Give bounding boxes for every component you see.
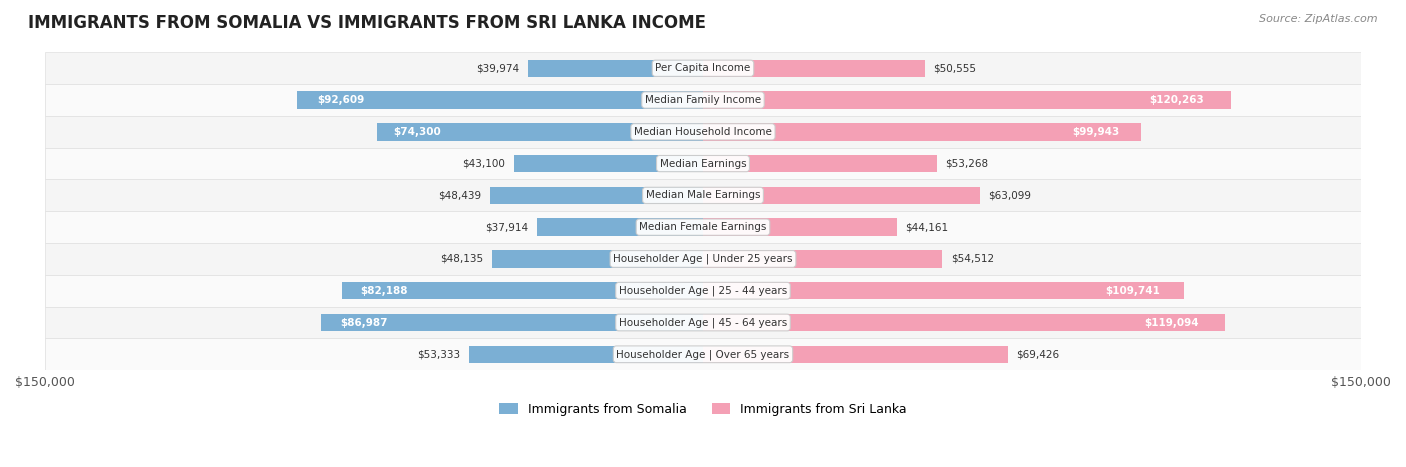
Bar bbox=[45, 307, 1361, 339]
Bar bbox=[45, 307, 1361, 339]
Bar bbox=[297, 91, 703, 109]
Bar bbox=[45, 116, 1361, 148]
Text: $53,333: $53,333 bbox=[418, 349, 460, 359]
Text: Householder Age | 45 - 64 years: Householder Age | 45 - 64 years bbox=[619, 317, 787, 328]
Bar bbox=[45, 84, 1361, 116]
Text: $119,094: $119,094 bbox=[1144, 318, 1199, 327]
Bar bbox=[491, 187, 703, 204]
Bar bbox=[703, 91, 1230, 109]
Bar bbox=[343, 282, 703, 299]
Bar bbox=[377, 123, 703, 141]
Bar bbox=[45, 148, 1361, 179]
Text: $50,555: $50,555 bbox=[934, 63, 977, 73]
Bar bbox=[515, 155, 703, 172]
Bar bbox=[45, 339, 1361, 370]
Text: $54,512: $54,512 bbox=[950, 254, 994, 264]
Bar bbox=[703, 155, 936, 172]
Bar bbox=[537, 219, 703, 236]
Text: $37,914: $37,914 bbox=[485, 222, 527, 232]
Bar bbox=[703, 346, 1008, 363]
Text: IMMIGRANTS FROM SOMALIA VS IMMIGRANTS FROM SRI LANKA INCOME: IMMIGRANTS FROM SOMALIA VS IMMIGRANTS FR… bbox=[28, 14, 706, 32]
Bar bbox=[45, 243, 1361, 275]
Text: Source: ZipAtlas.com: Source: ZipAtlas.com bbox=[1260, 14, 1378, 24]
Bar bbox=[45, 243, 1361, 275]
Bar bbox=[45, 84, 1361, 116]
Bar bbox=[703, 187, 980, 204]
Text: $63,099: $63,099 bbox=[988, 191, 1032, 200]
Text: Median Family Income: Median Family Income bbox=[645, 95, 761, 105]
Text: Householder Age | Over 65 years: Householder Age | Over 65 years bbox=[616, 349, 790, 360]
Text: Median Household Income: Median Household Income bbox=[634, 127, 772, 137]
Bar bbox=[703, 314, 1226, 331]
Bar bbox=[45, 211, 1361, 243]
Bar bbox=[470, 346, 703, 363]
Text: $92,609: $92,609 bbox=[316, 95, 364, 105]
Text: $82,188: $82,188 bbox=[360, 286, 408, 296]
Bar bbox=[703, 282, 1184, 299]
Text: $43,100: $43,100 bbox=[463, 159, 505, 169]
Bar bbox=[492, 250, 703, 268]
Text: Householder Age | Under 25 years: Householder Age | Under 25 years bbox=[613, 254, 793, 264]
Bar bbox=[703, 219, 897, 236]
Bar bbox=[45, 148, 1361, 179]
Bar bbox=[45, 52, 1361, 84]
Bar bbox=[45, 339, 1361, 370]
Bar bbox=[45, 275, 1361, 307]
Text: $109,741: $109,741 bbox=[1105, 286, 1160, 296]
Bar bbox=[45, 116, 1361, 148]
Bar bbox=[527, 59, 703, 77]
Bar bbox=[322, 314, 703, 331]
Bar bbox=[703, 123, 1142, 141]
Bar bbox=[45, 179, 1361, 211]
Bar bbox=[703, 250, 942, 268]
Text: $39,974: $39,974 bbox=[475, 63, 519, 73]
Text: Median Male Earnings: Median Male Earnings bbox=[645, 191, 761, 200]
Text: $86,987: $86,987 bbox=[340, 318, 388, 327]
Text: Householder Age | 25 - 44 years: Householder Age | 25 - 44 years bbox=[619, 285, 787, 296]
Legend: Immigrants from Somalia, Immigrants from Sri Lanka: Immigrants from Somalia, Immigrants from… bbox=[494, 398, 912, 421]
Bar bbox=[45, 179, 1361, 211]
Text: $99,943: $99,943 bbox=[1073, 127, 1119, 137]
Text: $120,263: $120,263 bbox=[1150, 95, 1204, 105]
Text: Per Capita Income: Per Capita Income bbox=[655, 63, 751, 73]
Bar bbox=[45, 275, 1361, 307]
Text: Median Earnings: Median Earnings bbox=[659, 159, 747, 169]
Bar bbox=[45, 52, 1361, 84]
Text: $44,161: $44,161 bbox=[905, 222, 949, 232]
Bar bbox=[703, 59, 925, 77]
Text: Median Female Earnings: Median Female Earnings bbox=[640, 222, 766, 232]
Text: $48,135: $48,135 bbox=[440, 254, 484, 264]
Text: $69,426: $69,426 bbox=[1017, 349, 1060, 359]
Bar bbox=[45, 211, 1361, 243]
Text: $48,439: $48,439 bbox=[439, 191, 482, 200]
Text: $53,268: $53,268 bbox=[945, 159, 988, 169]
Text: $74,300: $74,300 bbox=[394, 127, 441, 137]
